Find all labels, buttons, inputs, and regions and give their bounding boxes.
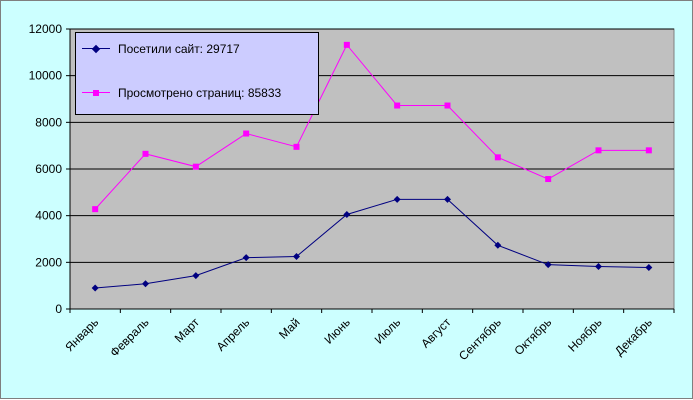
y-tick-label: 12000 [29,22,63,36]
series-line-0 [95,198,649,289]
x-tick-label: Январь [62,315,101,354]
data-point [343,211,351,218]
data-point [192,163,199,170]
x-tick-label: Февраль [107,315,151,359]
data-point [595,263,602,271]
data-point [544,261,552,269]
x-tick-label: Июнь [321,315,352,346]
y-tick-label: 10000 [29,69,63,83]
data-point [293,253,300,260]
data-point [595,147,602,154]
data-point [92,206,99,213]
legend-swatch-pageviews [82,87,110,99]
x-tick-label: Июль [372,315,404,347]
y-tick-label: 6000 [35,162,62,176]
data-point [393,195,401,203]
y-tick-label: 0 [55,302,62,316]
data-point [645,263,653,271]
data-point [242,254,250,262]
data-point [293,143,300,150]
data-point [91,284,99,292]
data-point [142,150,149,157]
data-point [545,176,552,183]
data-point [494,241,502,249]
legend-item-visitors: Посетили сайт: 29717 [82,41,240,57]
data-point [192,272,200,280]
data-point [494,154,501,161]
data-point [243,130,250,137]
legend-swatch-visitors [82,43,110,55]
legend-item-pageviews: Просмотрено страниц: 85833 [82,85,281,101]
data-point [394,102,401,109]
legend: Посетили сайт: 29717 Просмотрено страниц… [75,32,319,115]
data-point [343,41,350,48]
x-tick-label: Ноябрь [565,315,604,354]
series-line-1 [94,43,649,210]
y-tick-label: 4000 [35,209,62,223]
legend-label-pageviews: Просмотрено страниц: 85833 [118,86,282,100]
x-tick-label: Август [418,315,454,351]
x-tick-label: Май [276,315,303,342]
x-tick-label: Апрель [214,315,253,354]
y-tick-label: 2000 [35,255,62,269]
x-tick-label: Сентябрь [456,315,504,363]
x-tick-label: Март [172,315,203,346]
legend-label-visitors: Посетили сайт: 29717 [118,42,240,56]
data-point [444,102,451,109]
x-tick-label: Декабрь [612,315,655,358]
data-point [645,147,652,154]
data-point [444,195,451,203]
y-tick-label: 8000 [35,115,62,129]
x-tick-label: Октябрь [511,315,554,358]
data-point [142,280,149,288]
